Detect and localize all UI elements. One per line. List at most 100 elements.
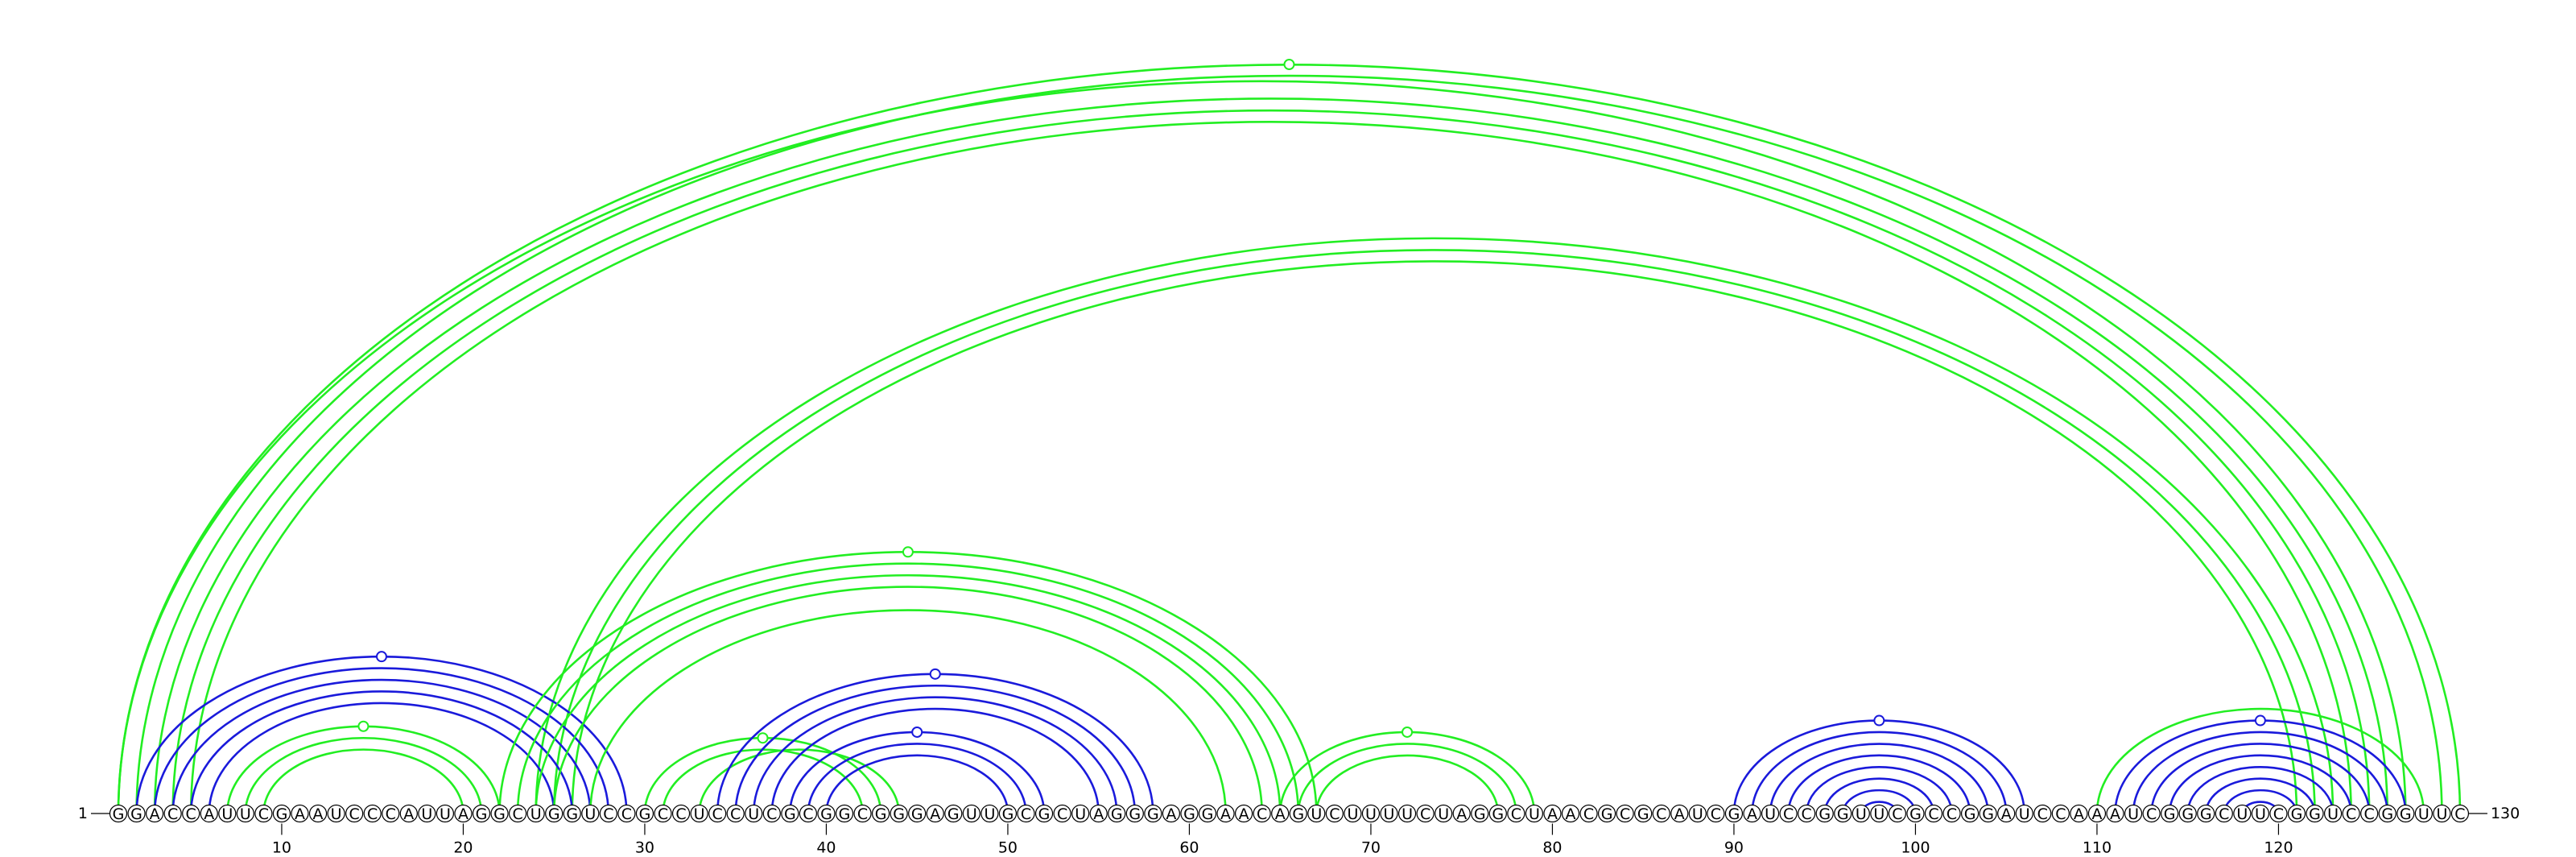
nucleotide-letter: U [1384,805,1395,823]
nucleotide: C [182,804,200,823]
nucleotide-letter: G [1909,805,1922,823]
nucleotide-circle [109,804,128,823]
nucleotide-letter: C [1057,805,1067,823]
nucleotide-letter: C [857,805,868,823]
nucleotide: U [526,804,545,823]
helix-apex-marker [1402,726,1414,738]
nucleotide-circle [1652,804,1670,823]
nucleotide: C [762,804,781,823]
nucleotide-circle [671,804,691,823]
nucleotide: U [2233,804,2252,823]
nucleotide: A [1543,804,1562,823]
nucleotide: U [418,804,436,823]
nucleotide-circle [1561,804,1580,823]
nucleotide-circle [2360,804,2379,823]
nucleotide-letter: U [2436,805,2447,823]
base-pair-arc [1805,765,1953,814]
nucleotide-letter: G [2182,805,2194,823]
nucleotide-circle [1779,804,1798,823]
nucleotide: A [146,804,164,823]
nucleotide-circle [2033,804,2052,823]
nucleotide-letter: C [1783,805,1794,823]
nucleotide: U [436,804,455,823]
nucleotide-letter: C [2346,805,2356,823]
nucleotide-circle [1888,804,1906,823]
nucleotide: A [1452,804,1471,823]
nucleotide-letter: G [911,805,923,823]
base-pair-arc [2095,707,2425,814]
nucleotide: G [1634,804,1653,823]
nucleotide-letter: G [1292,805,1304,823]
nucleotide-circle [2142,804,2161,823]
nucleotide-letter: G [1129,805,1141,823]
base-pair-arcs [117,59,2462,814]
base-pair-arc [2168,754,2352,814]
nucleotide-letter: G [2164,805,2176,823]
nucleotide: G [1724,804,1744,823]
nucleotide-letter: U [2236,805,2248,823]
nucleotide-letter: U [748,805,759,823]
nucleotide-letter: C [2055,805,2066,823]
nucleotide-letter: A [1220,805,1231,823]
nucleotide-letter: G [1492,805,1504,823]
nucleotide-circle [2414,804,2433,823]
nucleotide-letter: U [966,805,977,823]
base-pair-arc [2204,777,2316,814]
nucleotide: C [2142,804,2161,823]
nucleotide: G [835,804,854,823]
nucleotide-circle [454,804,473,823]
base-pair-arc [189,690,574,814]
nucleotide-letter: C [349,805,360,823]
nucleotide-letter: C [2273,805,2284,823]
nucleotide: C [1798,804,1816,823]
nucleotide-circle [890,804,908,823]
base-pair-arc [825,754,1009,814]
nucleotide-circle [1597,804,1616,823]
nucleotide-circle [1216,804,1235,823]
base-pair-arc [137,76,2442,814]
nucleotide-letter: G [820,805,832,823]
nucleotide: G [1180,804,1199,823]
nucleotide: A [1670,804,1689,823]
nucleotide-circle [1017,804,1035,823]
nucleotide: U [1852,804,1870,823]
nucleotide-circle [2251,804,2269,823]
nucleotide-letter: C [1511,805,1521,823]
nucleotide-circle [1616,804,1634,823]
nucleotide-circle [1670,804,1689,823]
base-pair-arc [2132,731,2389,814]
base-pair-arc [262,748,464,814]
nucleotide-circle [635,804,654,823]
nucleotide-letter: A [2001,805,2012,823]
nucleotide: C [617,804,636,823]
nucleotide-letter: G [947,805,960,823]
nucleotide-circle [146,804,164,823]
nucleotide: G [127,804,146,823]
nucleotide-circle [2396,804,2415,823]
nucleotide-letter: C [2037,805,2048,823]
nucleotide-letter: U [240,805,251,823]
nucleotide-letter: G [1982,805,1994,823]
nucleotide: A [399,804,418,823]
nucleotide-letter: G [1601,805,1613,823]
nucleotide-circle [1289,804,1307,823]
nucleotide: U [2414,804,2433,823]
arc-group-first-hairpin [226,720,501,814]
arc-group-middle-helix [498,546,1318,814]
nucleotide-letter: A [458,805,469,823]
nucleotide: G [1034,804,1054,823]
nucleotide-circle [218,804,237,823]
nucleotide-letter: G [1837,805,1849,823]
nucleotide: G [781,804,799,823]
nucleotide-letter: U [421,805,432,823]
nucleotide-circle [2051,804,2070,823]
nucleotide: G [1906,804,1925,823]
nucleotide: C [726,804,745,823]
nucleotide: G [2306,804,2324,823]
nucleotide-letter: C [603,805,613,823]
nucleotide-letter: C [1892,805,1902,823]
base-pair-arc [153,97,2389,814]
nucleotide-circle [2433,804,2451,823]
nucleotide-circle [1271,804,1290,823]
